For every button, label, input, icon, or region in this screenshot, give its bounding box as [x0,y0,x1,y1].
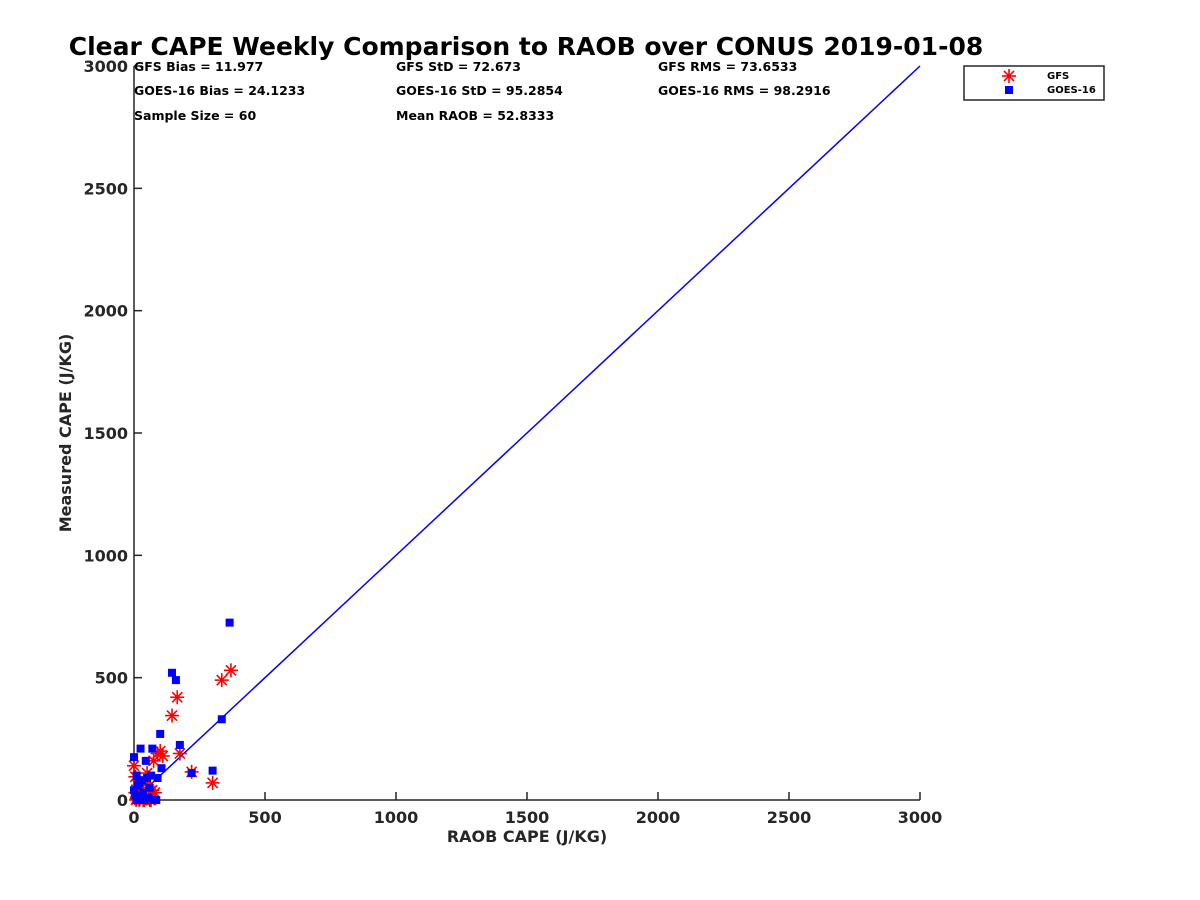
goes-16-point [148,744,157,753]
stat-goes-rms: GOES-16 RMS = 98.2916 [658,83,831,98]
y-ticks: 0 500 1000 1500 2000 2500 3000 [83,57,142,810]
y-axis-label: Measured CAPE (J/KG) [56,334,75,533]
gfs-point [172,746,187,761]
one-to-one-line [133,65,921,801]
y-tick-label: 3000 [83,57,128,76]
goes-16-point [130,753,138,762]
y-tick-label: 1500 [83,424,128,443]
goes-16-point [175,740,184,749]
series-goes-16 [130,618,234,804]
legend-label-gfs: GFS [1047,71,1069,82]
x-ticks: 0 500 1000 1500 2000 2500 3000 [128,792,942,827]
chart-title: Clear CAPE Weekly Comparison to RAOB ove… [69,32,984,61]
goes-16-point [171,676,180,685]
series-gfs [127,663,238,807]
goes-16-point [141,756,150,765]
goes-16-point [132,771,141,780]
gfs-point [164,708,179,723]
goes-16-point [208,766,217,775]
stats-block: GFS Bias = 11.977 GFS StD = 72.673 GFS R… [134,59,831,123]
gfs-point [127,758,141,773]
x-tick-label: 2500 [767,808,812,827]
stat-gfs-rms: GFS RMS = 73.6533 [658,59,797,74]
goes-16-point [132,796,141,804]
stat-gfs-bias: GFS Bias = 11.977 [134,59,263,74]
goes-16-point [156,729,165,738]
goes-16-point [187,769,196,778]
y-tick-label: 2500 [83,179,128,198]
goes-16-point [225,618,234,627]
x-tick-label: 500 [248,808,281,827]
gfs-point [214,673,229,688]
legend-goes-square-icon [1005,86,1013,94]
gfs-point [205,775,220,790]
goes-16-point [153,773,162,782]
gfs-point [223,663,238,678]
goes-16-point [147,771,156,780]
x-tick-label: 1500 [505,808,550,827]
stat-mean-raob: Mean RAOB = 52.8333 [396,108,554,123]
x-axis-label: RAOB CAPE (J/KG) [447,827,607,846]
stat-goes-std: GOES-16 StD = 95.2854 [396,83,563,98]
legend-gfs-marker [1002,69,1016,83]
legend-gfs-asterisk-icon [1002,69,1016,83]
stat-goes-bias: GOES-16 Bias = 24.1233 [134,83,305,98]
stat-gfs-std: GFS StD = 72.673 [396,59,521,74]
x-tick-label: 2000 [636,808,681,827]
goes-16-point [152,796,161,804]
goes-16-point [139,788,148,797]
y-tick-label: 2000 [83,302,128,321]
stat-sample-size: Sample Size = 60 [134,108,256,123]
legend-box [963,65,1105,101]
gfs-point [170,690,185,705]
x-tick-label: 3000 [898,808,943,827]
goes-16-point [135,778,144,787]
y-tick-label: 1000 [83,546,128,565]
goes-16-point [217,715,226,724]
goes-16-point [144,793,153,802]
y-tick-label: 0 [117,791,128,810]
x-tick-label: 0 [128,808,139,827]
goes-16-point [131,791,140,800]
goes-16-point [136,744,145,753]
legend: GFS GOES-16 [963,65,1105,101]
goes-16-point [167,668,176,677]
x-tick-label: 1000 [374,808,419,827]
goes-16-point [145,783,154,792]
y-tick-label: 500 [95,669,128,688]
goes-16-point [130,786,138,795]
gfs-point [155,748,170,763]
legend-label-goes-16: GOES-16 [1047,85,1096,96]
goes-16-point [157,764,166,773]
